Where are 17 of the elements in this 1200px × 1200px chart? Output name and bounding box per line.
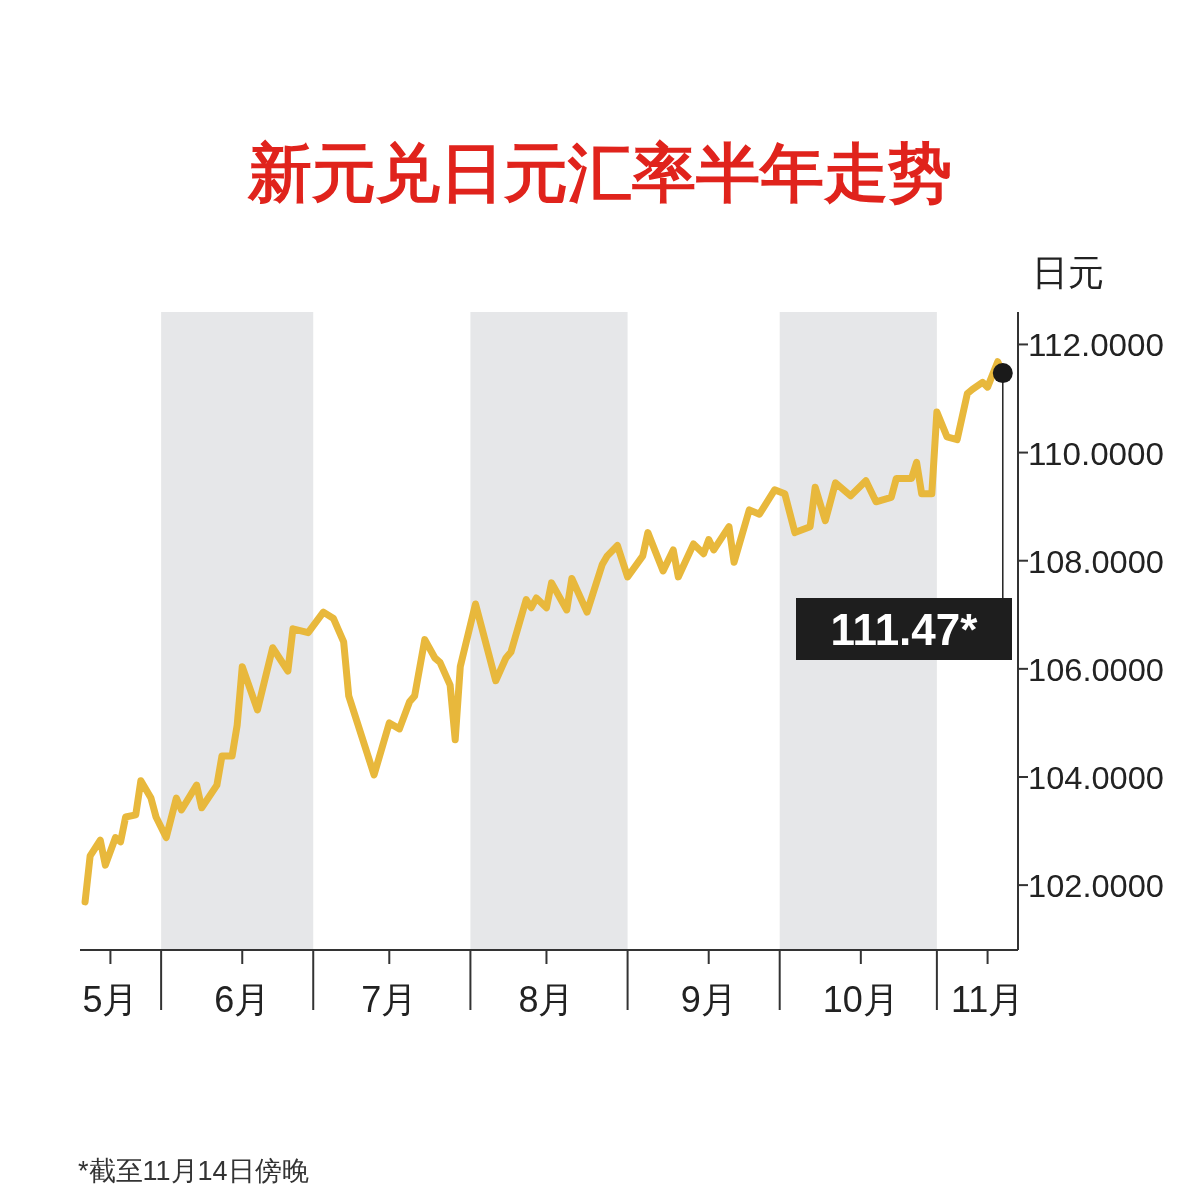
x-tick-label: 7月 [361, 979, 418, 1020]
y-tick-label: 102.0000 [1028, 868, 1164, 905]
y-tick-label: 108.0000 [1028, 543, 1164, 580]
chart-title: 新元兑日元汇率半年走势 [247, 137, 952, 209]
x-tick-label: 11月 [950, 979, 1025, 1020]
y-tick-label: 112.0000 [1028, 327, 1164, 364]
y-axis-title: 日元 [1032, 252, 1104, 293]
x-tick-label: 8月 [518, 979, 575, 1020]
x-tick-label: 5月 [82, 979, 139, 1020]
y-tick-label: 104.0000 [1028, 759, 1164, 796]
x-tick-label: 10月 [822, 979, 899, 1020]
y-tick-label: 110.0000 [1028, 435, 1164, 472]
text: *截至11月14日傍晚 [78, 1156, 309, 1186]
y-tick-label: 106.0000 [1028, 651, 1164, 688]
x-tick-label: 9月 [680, 979, 737, 1020]
x-tick-label: 6月 [214, 979, 271, 1020]
annotation: 111.47* [830, 605, 979, 654]
